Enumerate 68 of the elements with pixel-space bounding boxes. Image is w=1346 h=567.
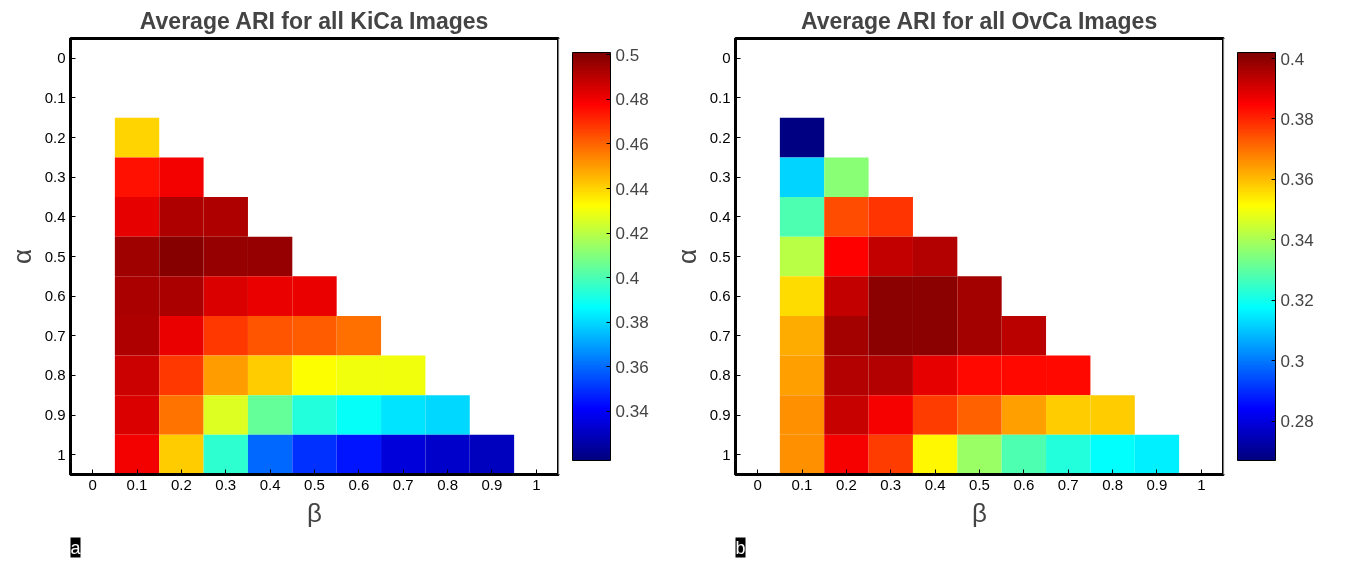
color-bar-label: 0.4 [1280,49,1305,69]
y-tick-label: 0.9 [44,406,66,424]
y-tick-label: 0.5 [44,247,66,265]
y-tick-label: 0 [57,49,66,67]
x-tick-label: 0.6 [1013,475,1035,493]
x-tick-label: 0.8 [437,475,459,493]
x-tick-label: 0.3 [215,475,237,493]
x-tick-label: 0.1 [126,475,148,493]
x-tick-label: 0 [88,475,97,493]
y-tick-label: 0.1 [44,88,66,106]
color-bar-label: 0.5 [615,45,640,65]
y-tick-label: 0.1 [709,88,731,106]
color-bar-label: 0.4 [615,268,640,288]
chart-title: Average ARI for all OvCa Images [800,7,1158,34]
x-tick-label: 0.4 [924,475,946,493]
y-tick-label: 0.5 [709,247,731,265]
color-bar-label: 0.42 [615,224,649,244]
x-tick-label: 1 [1197,475,1206,493]
color-bar-label: 0.32 [1280,291,1314,311]
x-tick-label: 0.7 [1057,475,1079,493]
y-tick-label: 0.3 [44,168,66,186]
x-axis-title: β [307,497,322,528]
y-tick-label: 0.6 [44,287,66,305]
y-tick-label: 1 [722,445,731,463]
y-tick-label: 0.4 [44,207,66,225]
color-bar-label: 0.36 [615,357,649,377]
y-axis-title: α [671,248,702,265]
y-tick-label: 0.2 [709,128,731,146]
y-tick-label: 0.3 [709,168,731,186]
x-tick-label: 0.5 [304,475,325,493]
color-bar-label: 0.48 [615,90,649,110]
color-bar-label: 0.46 [615,134,649,154]
x-tick-label: 0.4 [259,475,281,493]
x-tick-label: 0.2 [835,475,857,493]
x-tick-label: 0.1 [791,475,813,493]
x-tick-label: 0 [753,475,762,493]
y-tick-label: 0.9 [709,406,731,424]
y-axis-title: α [6,248,37,265]
text: a [70,537,82,558]
x-axis-title: β [972,497,987,528]
y-tick-label: 0 [722,49,731,67]
y-tick-label: 0.7 [709,326,731,344]
color-bar-label: 0.34 [1280,230,1314,250]
x-tick-label: 0.8 [1102,475,1124,493]
x-tick-label: 0.9 [481,475,503,493]
color-bar-label: 0.28 [1280,412,1314,432]
y-tick-label: 0.4 [709,207,731,225]
x-tick-label: 0.2 [170,475,192,493]
color-bar-label: 0.38 [1280,109,1314,129]
y-tick-label: 0.8 [709,366,731,384]
y-tick-label: 0.7 [44,326,66,344]
color-bar-label: 0.44 [615,179,649,199]
y-tick-label: 0.8 [44,366,66,384]
x-tick-label: 0.5 [969,475,990,493]
x-tick-label: 0.7 [392,475,414,493]
color-bar-label: 0.3 [1280,351,1305,371]
color-bar-label: 0.34 [615,402,649,422]
x-tick-label: 1 [532,475,541,493]
chart-title: Average ARI for all KiCa Images [139,7,489,34]
x-tick-label: 0.3 [880,475,902,493]
y-tick-label: 0.6 [709,287,731,305]
x-tick-label: 0.6 [348,475,370,493]
y-tick-label: 1 [57,445,66,463]
x-tick-label: 0.9 [1146,475,1168,493]
text: b [735,537,746,558]
y-tick-label: 0.2 [44,128,66,146]
color-bar-label: 0.36 [1280,170,1314,190]
color-bar-label: 0.38 [615,313,649,333]
